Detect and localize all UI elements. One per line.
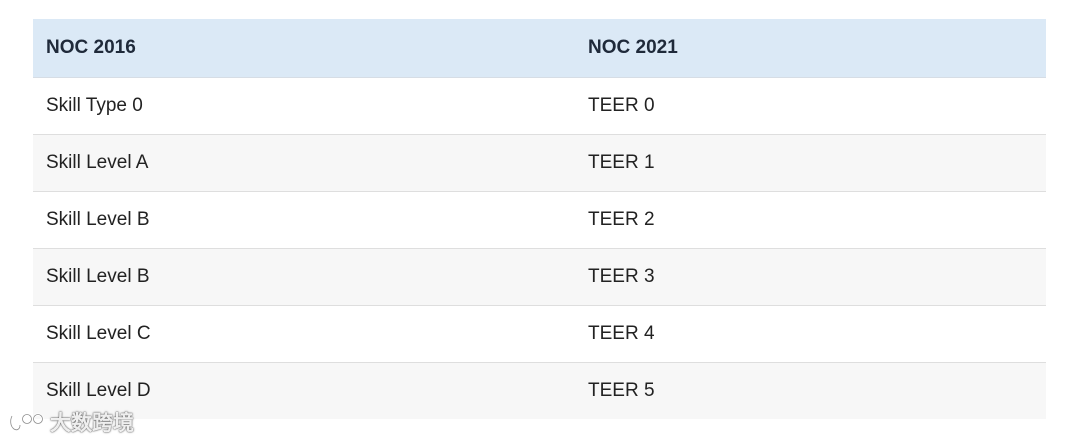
table-row: Skill Level B TEER 3: [33, 248, 1046, 306]
table-cell-noc-2021: TEER 2: [575, 191, 1046, 249]
table-cell-noc-2016: Skill Level B: [33, 191, 575, 249]
table-cell-noc-2016: Skill Type 0: [33, 77, 575, 135]
noc-comparison-table: NOC 2016 NOC 2021 Skill Type 0 TEER 0 Sk…: [33, 19, 1046, 419]
table-row: Skill Type 0 TEER 0: [33, 77, 1046, 135]
table-cell-noc-2016: Skill Level A: [33, 134, 575, 192]
table-row: Skill Level A TEER 1: [33, 134, 1046, 192]
table-cell-noc-2021: TEER 0: [575, 77, 1046, 135]
table-cell-noc-2021: TEER 4: [575, 305, 1046, 363]
table-cell-noc-2016: Skill Level B: [33, 248, 575, 306]
column-header-noc-2021: NOC 2021: [575, 19, 1046, 78]
column-header-noc-2016: NOC 2016: [33, 19, 575, 78]
table-row: Skill Level B TEER 2: [33, 191, 1046, 249]
table-header: NOC 2016 NOC 2021: [33, 19, 1046, 78]
watermark: 大数跨境: [8, 408, 134, 436]
table-header-row: NOC 2016 NOC 2021: [33, 19, 1046, 78]
brand-logo-icon: [8, 410, 46, 434]
table-body: Skill Type 0 TEER 0 Skill Level A TEER 1…: [33, 77, 1046, 419]
table-cell-noc-2021: TEER 5: [588, 379, 655, 401]
table-cell-noc-2021: TEER 3: [575, 248, 1046, 306]
watermark-text: 大数跨境: [50, 411, 134, 435]
table-cell-noc-2021: TEER 1: [575, 134, 1046, 192]
table-cell-noc-2016: Skill Level C: [33, 305, 575, 363]
table-row: Skill Level D TEER 5: [33, 362, 1046, 419]
table-cell-noc-2016: Skill Level D: [46, 379, 151, 401]
table-row: Skill Level C TEER 4: [33, 305, 1046, 363]
